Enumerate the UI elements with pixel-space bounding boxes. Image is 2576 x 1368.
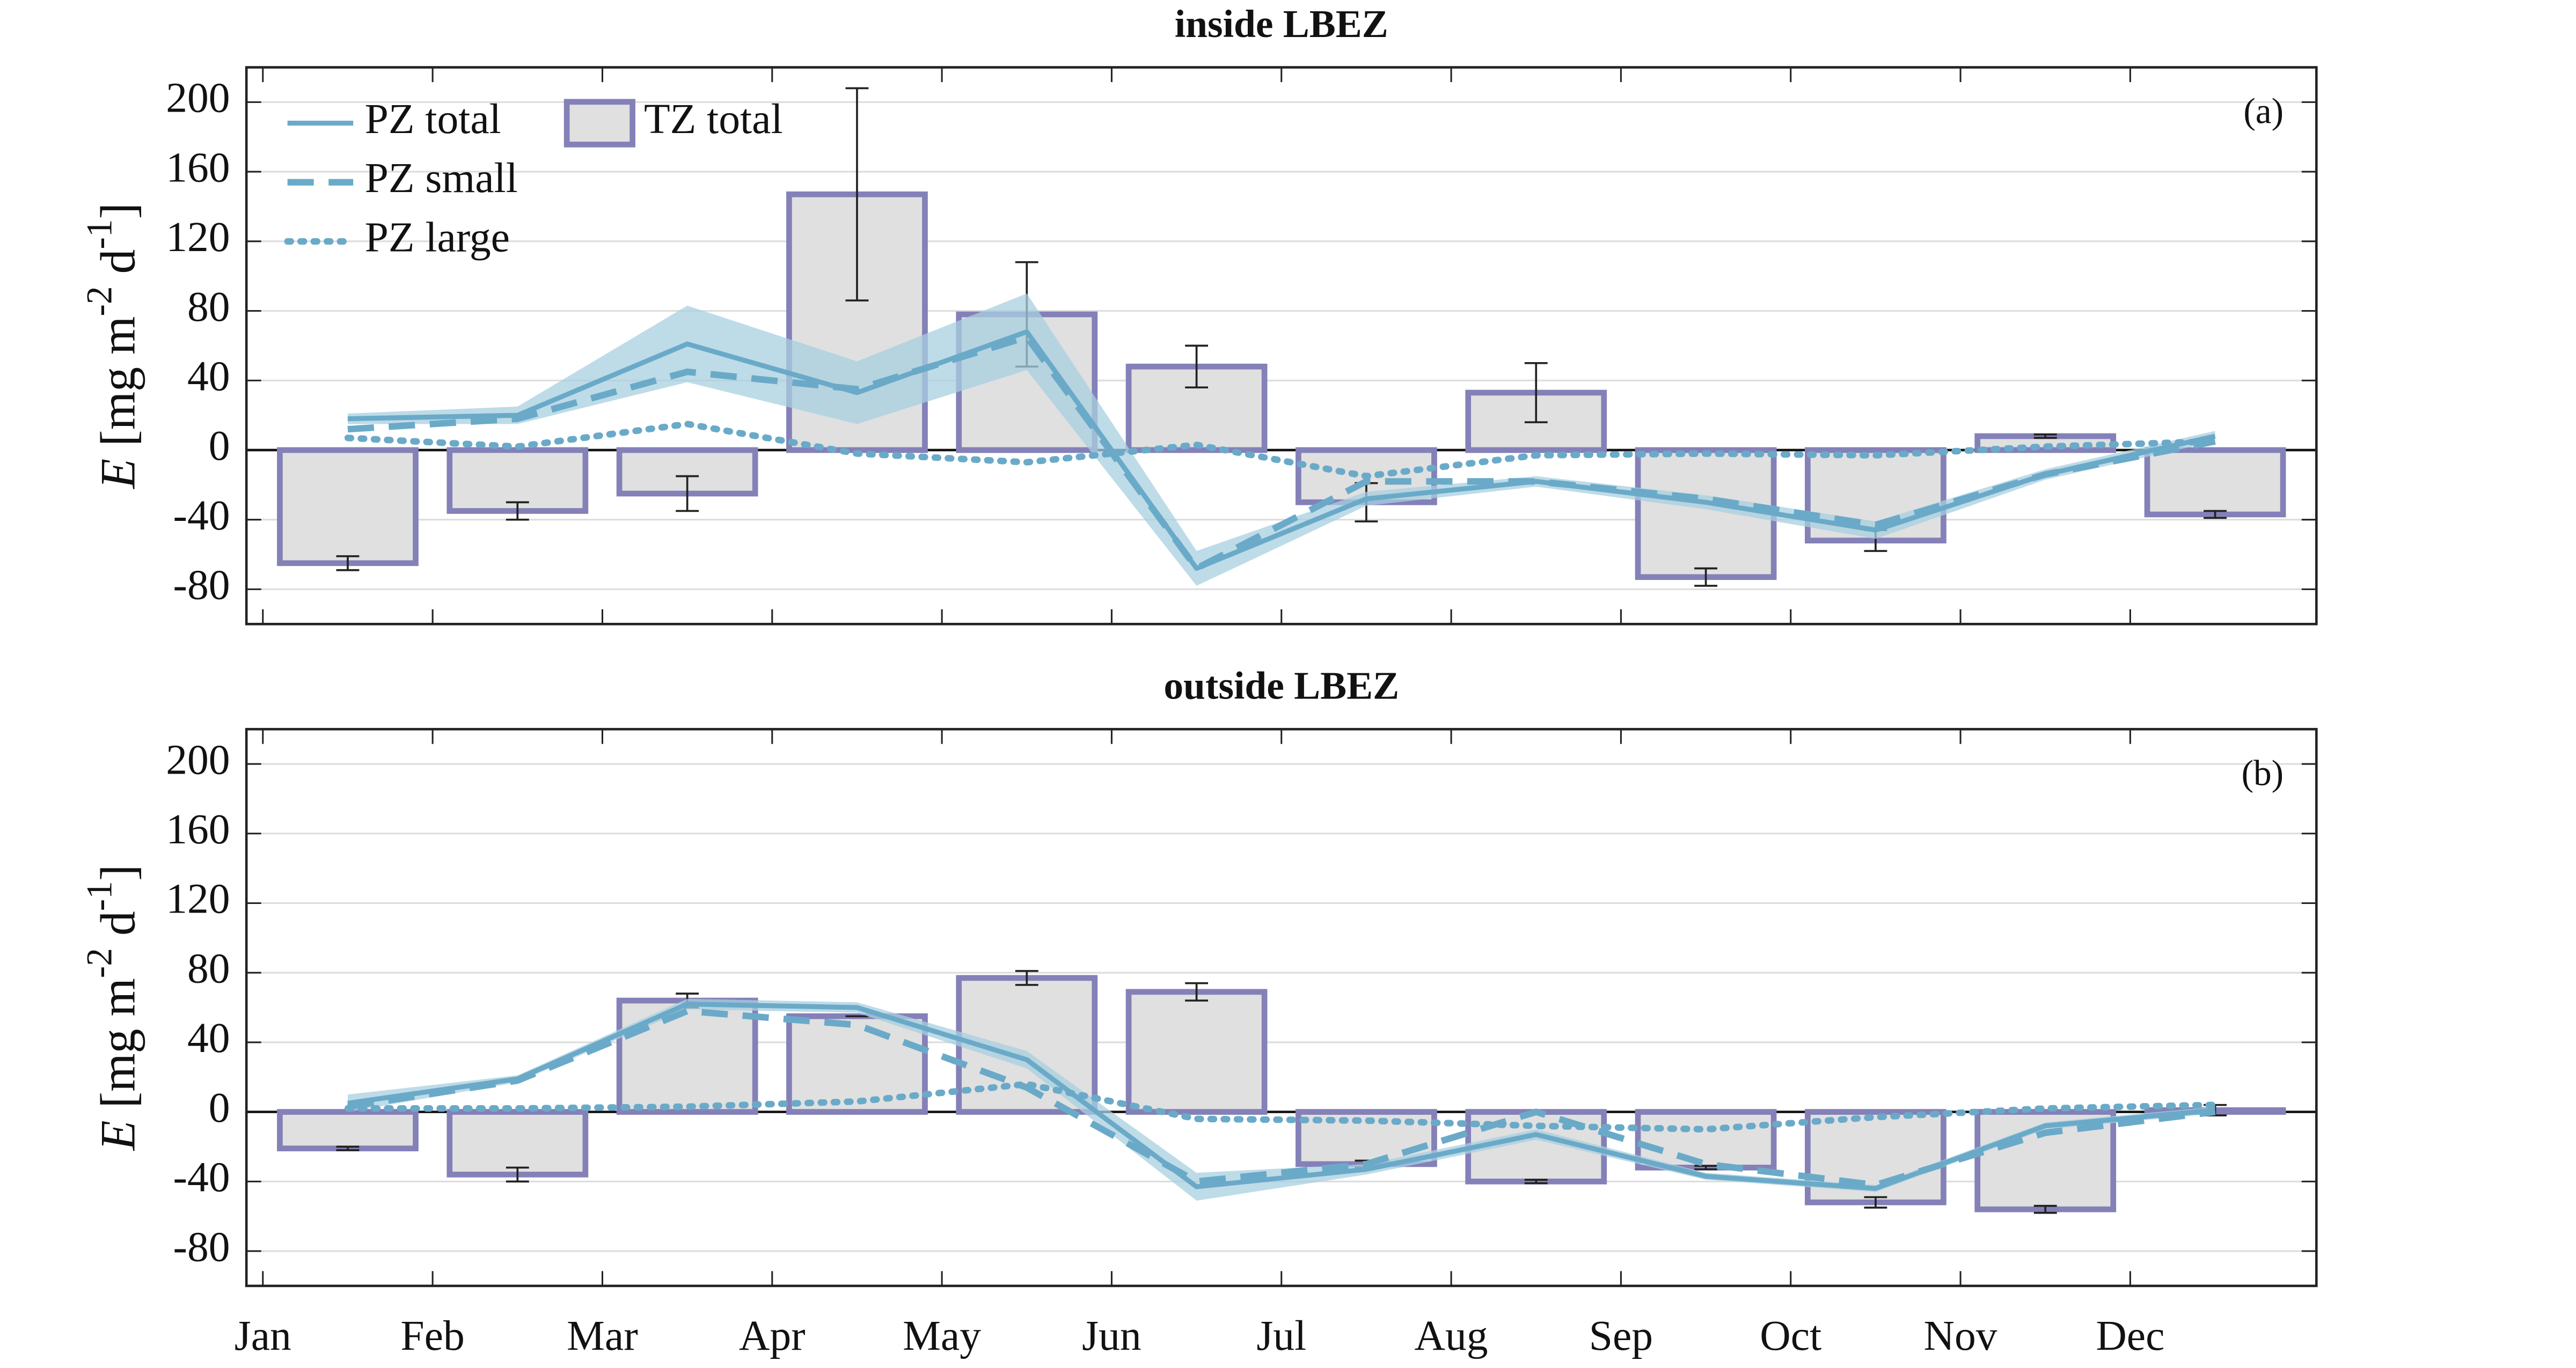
series-line [347, 329, 2216, 571]
error-bar [1524, 1179, 1548, 1185]
y-axis-label-part: [mg m [91, 317, 145, 459]
bar [2144, 447, 2286, 518]
error-bar [1694, 567, 1717, 587]
y-axis-label-part: d [91, 249, 145, 286]
legend-label: TZ total [644, 95, 783, 143]
y-tick-label: -80 [173, 1223, 230, 1270]
y-axis-label-part: d [91, 911, 145, 948]
error-bar [1185, 344, 1209, 389]
panel-label: (a) [2243, 91, 2284, 131]
series-line [344, 421, 2219, 480]
y-axis-label-part: E [91, 1120, 145, 1151]
y-tick-label: 80 [187, 945, 230, 992]
legend-label: PZ total [365, 95, 501, 143]
x-tick-label: Jul [1256, 1312, 1306, 1359]
y-axis-label-part: -2 [79, 948, 120, 978]
y-axis-label-part: -1 [79, 881, 120, 911]
x-tick-label: Nov [1924, 1312, 1997, 1359]
panel-label: (b) [2242, 753, 2284, 793]
y-tick-label: 120 [166, 214, 230, 261]
y-tick-label: -40 [173, 492, 230, 539]
series-line [347, 1007, 2216, 1188]
bar [1635, 1109, 1777, 1171]
bar [1125, 989, 1268, 1115]
error-bar [1015, 970, 1038, 986]
y-axis-label-part: ] [91, 865, 145, 881]
x-tick-label: Jan [235, 1312, 291, 1359]
error-bar [336, 1145, 360, 1151]
error-bar [506, 1166, 529, 1183]
error-bar [336, 555, 360, 571]
bar [277, 447, 419, 567]
bar [616, 997, 758, 1115]
plot-frame [245, 66, 2318, 626]
error-bar [1185, 982, 1209, 1002]
error-bar [1694, 1165, 1717, 1171]
y-tick-label: 200 [166, 736, 230, 783]
y-tick-label: 160 [166, 144, 230, 191]
y-tick-label: 80 [187, 283, 230, 330]
x-tick-label: Feb [400, 1312, 464, 1359]
error-bar [676, 475, 699, 512]
error-bar [2033, 433, 2057, 439]
legend-swatch [564, 99, 635, 148]
series-line [344, 1080, 2219, 1133]
legend-label: PZ small [365, 155, 518, 202]
error-bar [1524, 362, 1548, 423]
x-tick-label: Mar [567, 1312, 638, 1359]
plot-frame [245, 727, 2318, 1288]
y-tick-label: 0 [209, 1084, 230, 1131]
error-bar [506, 501, 529, 521]
x-tick-label: Oct [1760, 1312, 1821, 1359]
bar [277, 1109, 419, 1152]
y-axis-label: E [mg m-2 d-1] [79, 865, 145, 1152]
y-tick-label: 0 [209, 422, 230, 469]
error-bar [1864, 1196, 1887, 1209]
x-tick-label: Jun [1082, 1312, 1141, 1359]
bar [447, 1109, 589, 1178]
y-tick-label: -40 [173, 1154, 230, 1201]
bar [447, 447, 589, 514]
error-bar [845, 87, 869, 301]
x-tick-label: Dec [2096, 1312, 2164, 1359]
series-line [347, 334, 2216, 572]
y-axis-label-part: ] [91, 203, 145, 219]
y-tick-label: 40 [187, 353, 230, 400]
y-axis-label-part: E [91, 459, 145, 490]
y-axis-label-part: -1 [79, 219, 120, 249]
y-tick-label: 200 [166, 75, 230, 122]
x-tick-label: Sep [1589, 1312, 1653, 1359]
y-tick-label: 120 [166, 876, 230, 923]
y-axis-label-part: [mg m [91, 978, 145, 1120]
y-tick-label: 160 [166, 806, 230, 853]
legend-label: PZ large [365, 214, 510, 261]
y-axis-label: E [mg m-2 d-1] [79, 203, 145, 490]
x-tick-label: May [903, 1312, 981, 1359]
y-tick-label: -80 [173, 562, 230, 609]
x-tick-label: Apr [739, 1312, 806, 1359]
panel-title: inside LBEZ [1175, 2, 1388, 46]
error-bar [2204, 510, 2227, 519]
x-tick-label: Aug [1415, 1312, 1488, 1359]
panel-title: outside LBEZ [1163, 664, 1399, 708]
y-axis-label-part: -2 [79, 286, 120, 316]
error-bar [2033, 1204, 2057, 1214]
spread-area [347, 293, 2215, 586]
y-tick-label: 40 [187, 1014, 230, 1062]
